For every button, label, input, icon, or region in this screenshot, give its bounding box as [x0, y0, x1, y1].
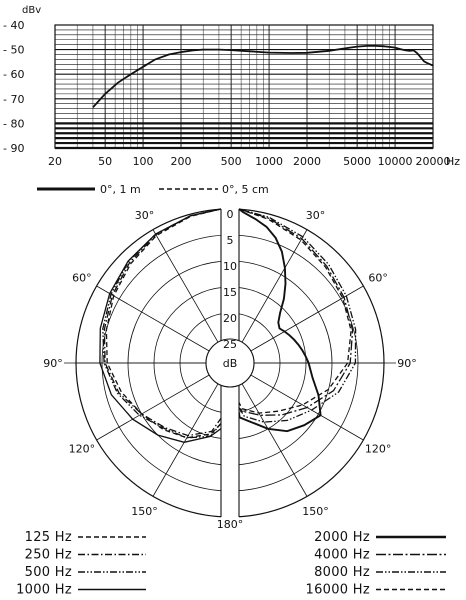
polar-legend-right: 2000 Hz 4000 Hz 8000 Hz 16000 Hz	[306, 530, 446, 598]
polar-series-125hz	[105, 208, 222, 439]
freq-response-line	[92, 45, 434, 109]
polar-grid-spoke	[152, 229, 219, 343]
polar-angle-label: 150°	[302, 505, 329, 518]
freq-x-tick-label: 20	[48, 155, 62, 168]
polar-radial-labels: 0 5 10 15 20 25	[223, 208, 237, 351]
polar-legend-label: 125 Hz	[25, 530, 72, 545]
frequency-legend: 0°, 1 m 0°, 5 cm	[37, 183, 269, 196]
polar-legend-label: 250 Hz	[25, 548, 72, 563]
polar-angle-label: 60°	[368, 272, 388, 285]
freq-y-tick-label: - 40	[3, 19, 24, 32]
polar-radial-label: 10	[223, 260, 237, 273]
polar-angle-label: 90°	[43, 357, 63, 370]
freq-x-tick-label: 500	[221, 155, 242, 168]
polar-angle-label: 30°	[306, 209, 326, 222]
freq-y-tick-label: - 60	[3, 68, 24, 81]
polar-grid-spoke	[96, 285, 210, 352]
polar-grid-spoke	[96, 374, 210, 441]
polar-grid-spoke	[250, 285, 364, 352]
polar-legend-label: 16000 Hz	[306, 583, 371, 598]
polar-series-4000hz	[238, 208, 354, 416]
polar-radial-label: 20	[223, 312, 237, 325]
polar-angle-labels: 30° 60° 90° 120° 150° 180° 30° 60° 90° 120° 150°	[43, 209, 417, 531]
freq-y-tick-label: - 90	[3, 142, 24, 155]
polar-hub	[205, 338, 255, 388]
polar-angle-label: 150°	[131, 505, 158, 518]
polar-series	[99, 208, 357, 443]
freq-x-tick-label: 50	[98, 155, 112, 168]
polar-legend-left: 125 Hz 250 Hz 500 Hz 1000 Hz	[16, 530, 146, 598]
polar-angle-label: 60°	[72, 272, 92, 285]
polar-legend-label: 4000 Hz	[314, 548, 370, 563]
polar-radial-label: 25	[223, 338, 237, 351]
polar-radial-label: 15	[223, 286, 237, 299]
freq-x-tick-label: 20000	[416, 155, 451, 168]
polar-grid-spoke	[241, 229, 308, 343]
polar-pattern-chart: dB 0 5 10 15 20 25 30° 60° 90° 120° 150° 180° 30° 60…	[43, 207, 417, 531]
freq-x-tick-label: 10000	[378, 155, 413, 168]
frequency-x-axis-label: Hz	[446, 155, 460, 168]
polar-center-band: dB	[205, 207, 255, 519]
freq-x-tick-label: 5000	[343, 155, 371, 168]
polar-angle-label: 120°	[69, 443, 96, 456]
freq-x-tick-label: 100	[133, 155, 154, 168]
polar-radial-label: 0	[227, 208, 234, 221]
frequency-plot-frame	[54, 24, 434, 149]
polar-series-8000hz	[238, 208, 357, 423]
polar-radial-label: 5	[227, 234, 234, 247]
freq-x-tick-label: 200	[171, 155, 192, 168]
freq-y-tick-label: - 80	[3, 117, 24, 130]
polar-grid-spoke	[241, 383, 308, 497]
polar-angle-label: 180°	[217, 518, 244, 531]
polar-angle-label: 90°	[397, 357, 417, 370]
polar-series-16000hz	[238, 208, 352, 414]
polar-center-label: dB	[223, 357, 238, 370]
polar-grid-spoke	[152, 383, 219, 497]
polar-angle-label: 30°	[135, 209, 155, 222]
polar-legend-label: 500 Hz	[25, 565, 72, 580]
frequency-y-axis-label: dBv	[22, 5, 41, 16]
frequency-grid	[54, 24, 434, 150]
freq-x-tick-label: 2000	[293, 155, 321, 168]
polar-legend-label: 2000 Hz	[314, 530, 370, 545]
frequency-y-tick-labels: - 40 - 50 - 60 - 70 - 80 - 90	[3, 19, 24, 155]
polar-series-2000hz	[238, 208, 322, 433]
legend-dashed-label: 0°, 5 cm	[222, 183, 269, 196]
freq-y-tick-label: - 70	[3, 93, 24, 106]
freq-x-tick-label: 1000	[255, 155, 283, 168]
frequency-response-chart: - 40 - 50 - 60 - 70 - 80 - 90 20 50 100 200 500 10…	[3, 5, 460, 168]
legend-solid-label: 0°, 1 m	[100, 183, 141, 196]
frequency-x-tick-labels: 20 50 100 200 500 1000 2000 5000 10000 20000	[48, 155, 451, 168]
freq-y-tick-label: - 50	[3, 44, 24, 57]
polar-angle-label: 120°	[365, 443, 392, 456]
polar-legend-label: 8000 Hz	[314, 565, 370, 580]
polar-legend-label: 1000 Hz	[16, 583, 72, 598]
polar-series-1000hz	[99, 208, 222, 443]
frequency-series	[92, 45, 434, 109]
